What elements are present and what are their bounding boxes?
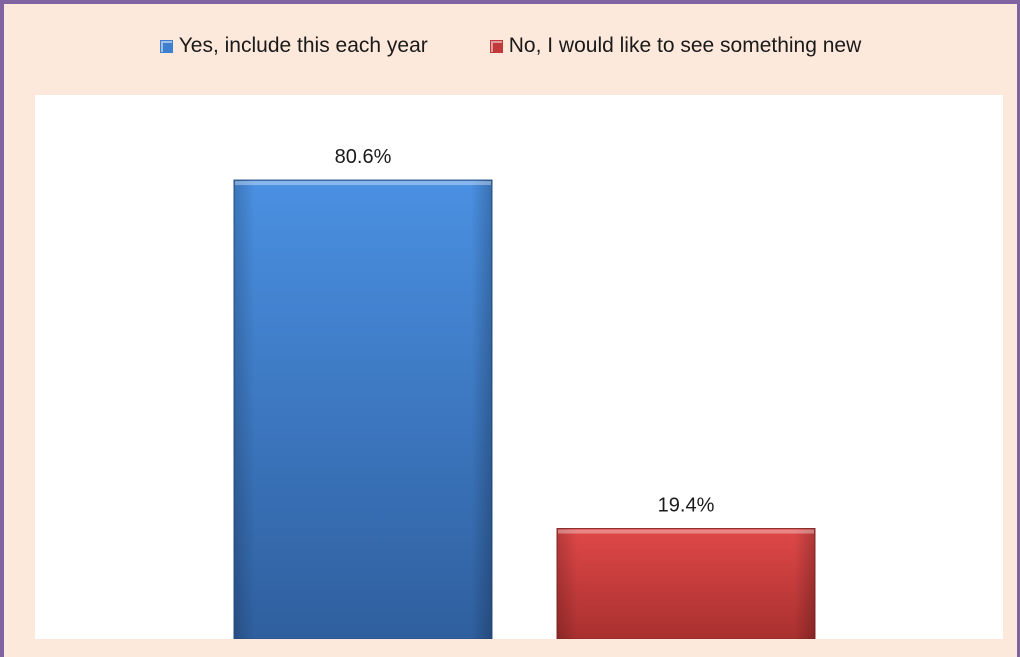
data-label-no: 19.4% [658, 495, 715, 517]
legend-label-yes: Yes, include this each year [178, 34, 428, 57]
legend-item-no: No, I would like to see something new [489, 34, 862, 58]
bar-no [556, 528, 816, 639]
bar-chart: 80.6% 19.4% [233, 146, 816, 639]
legend-swatch-no [489, 39, 503, 53]
plot-area: 80.6% 19.4% [35, 95, 1003, 639]
data-label-yes: 80.6% [335, 146, 392, 168]
legend-swatch-yes [159, 39, 173, 53]
legend-label-no: No, I would like to see something new [508, 34, 862, 57]
bar-yes [233, 179, 493, 639]
legend-item-yes: Yes, include this each year [159, 34, 428, 58]
legend: Yes, include this each year No, I would … [4, 34, 1017, 58]
